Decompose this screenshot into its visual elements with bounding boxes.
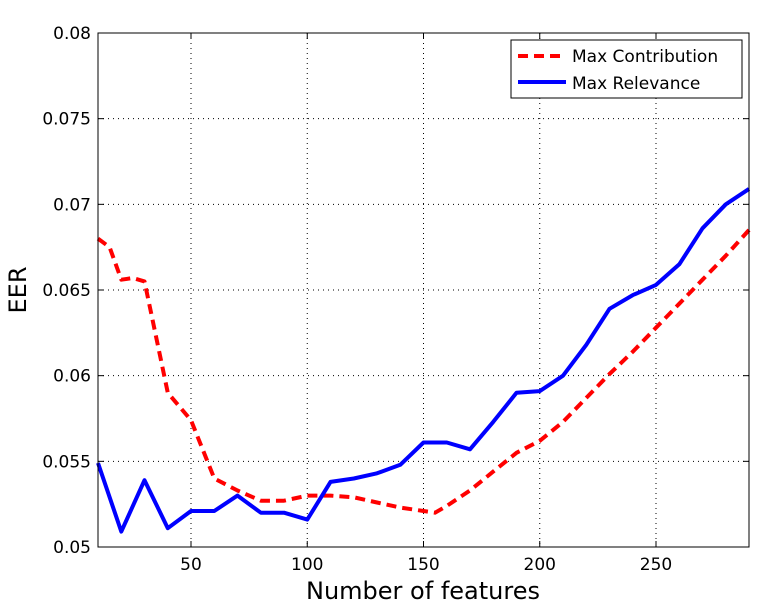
x-tick-label: 100 bbox=[291, 555, 323, 575]
legend-box bbox=[510, 39, 743, 99]
y-tick-label: 0.065 bbox=[42, 281, 91, 301]
grid bbox=[98, 33, 749, 547]
x-tick-labels: 50 100 150 200 250 bbox=[180, 555, 672, 575]
legend-label-max-contribution: Max Contribution bbox=[572, 47, 718, 67]
legend-label-max-relevance: Max Relevance bbox=[572, 74, 700, 94]
x-tick-label: 200 bbox=[524, 555, 556, 575]
plot-lines bbox=[96, 187, 751, 534]
y-tick-label: 0.08 bbox=[53, 24, 91, 44]
y-tick-label: 0.05 bbox=[53, 538, 91, 558]
legend: Max Contribution Max Relevance bbox=[510, 39, 743, 99]
y-tick-label: 0.07 bbox=[53, 195, 91, 215]
y-tick-labels: 0.05 0.055 0.06 0.065 0.07 0.075 0.08 bbox=[42, 24, 91, 558]
y-tick-label: 0.06 bbox=[53, 367, 91, 387]
series-line-max-relevance bbox=[96, 187, 751, 534]
x-tick-label: 250 bbox=[640, 555, 672, 575]
series-line-max-contribution bbox=[96, 228, 751, 515]
x-axis-label: Number of features bbox=[306, 577, 540, 605]
x-tick-label: 150 bbox=[407, 555, 439, 575]
y-tick-label: 0.075 bbox=[42, 110, 91, 130]
axis-ticks bbox=[98, 32, 749, 548]
y-tick-label: 0.055 bbox=[42, 452, 91, 472]
x-tick-label: 50 bbox=[180, 555, 202, 575]
y-axis-label: EER bbox=[4, 266, 32, 313]
